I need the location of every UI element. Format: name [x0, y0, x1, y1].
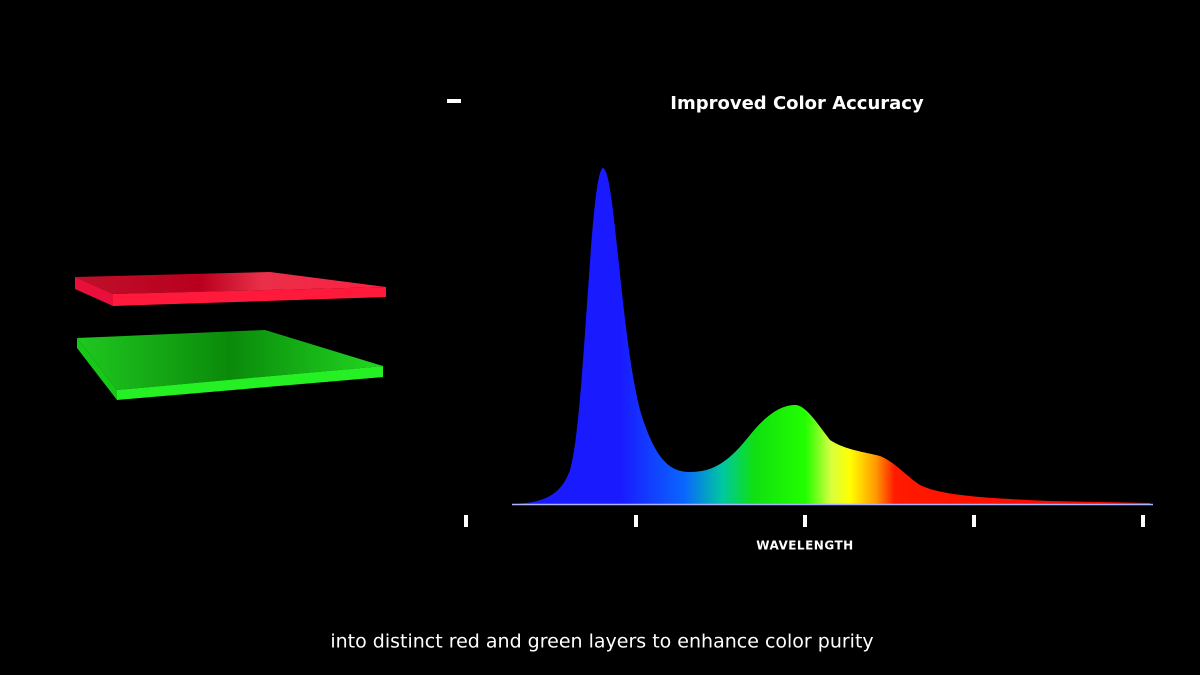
tick: [803, 515, 807, 527]
green-layer-front: [117, 366, 383, 400]
red-layer-front: [113, 287, 386, 306]
tick: [972, 515, 976, 527]
dash: [447, 99, 461, 103]
tick: [634, 515, 638, 527]
red-layer-side: [75, 277, 113, 306]
x-axis-label: WAVELENGTH: [756, 539, 853, 553]
chart-title: Improved Color Accuracy: [670, 93, 924, 114]
tick: [1141, 515, 1145, 527]
green-layer-top: [77, 330, 383, 390]
green-layer-side: [77, 338, 117, 400]
red-layer-top: [75, 272, 386, 294]
caption: into distinct red and green layers to en…: [330, 631, 873, 653]
tick: [464, 515, 468, 527]
ticks: [464, 515, 1145, 527]
spectrum: [512, 168, 1150, 504]
